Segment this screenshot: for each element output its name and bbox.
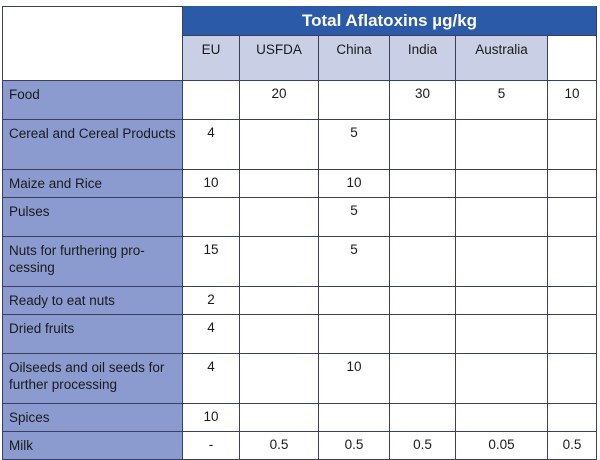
- table-cell: [239, 236, 319, 287]
- table-cell: 4: [182, 314, 240, 354]
- table-cell: [455, 169, 548, 198]
- table-row: Maize and Rice 10 10: [2, 169, 598, 198]
- table-row: Dried fruits 4: [2, 314, 598, 354]
- table-cell: [389, 236, 456, 287]
- table-cell: [318, 80, 390, 120]
- table-cell: [546, 119, 598, 170]
- table-cell: [389, 169, 456, 198]
- table-row: Nuts for furthering pro-cessing 15 5: [2, 236, 598, 287]
- row-label: Pulses: [2, 197, 183, 237]
- table-cell: -: [182, 431, 240, 460]
- table-cell: [546, 286, 598, 315]
- table-cell: [239, 169, 319, 198]
- column-header-eu: EU: [182, 35, 240, 81]
- table-cell: 30: [389, 80, 456, 120]
- row-label: Food: [2, 80, 183, 120]
- table-cell: 10: [318, 353, 390, 404]
- table-cell: [318, 403, 390, 432]
- table-row: Pulses 5: [2, 197, 598, 237]
- table-row: Cereal and Cereal Products 4 5: [2, 119, 598, 170]
- table-cell: 15: [182, 236, 240, 287]
- table-cell: [455, 119, 548, 170]
- aflatoxin-limits-table: Total Aflatoxins µg/kg EU USFDA China In…: [2, 6, 598, 460]
- table-cell: [239, 197, 319, 237]
- table-cell: [546, 353, 598, 404]
- corner-cell: [2, 6, 183, 81]
- row-label: Maize and Rice: [2, 169, 183, 198]
- table-cell: 4: [182, 119, 240, 170]
- table-cell: [389, 119, 456, 170]
- column-header-china: China: [318, 35, 390, 81]
- table-cell: 0.5: [546, 431, 598, 460]
- table-cell: [389, 197, 456, 237]
- table-row: Milk - 0.5 0.5 0.5 0.05 0.5: [2, 431, 598, 460]
- table-cell: [455, 236, 548, 287]
- column-header-row: EU USFDA China India Australia: [3, 35, 598, 81]
- table-cell: [239, 286, 319, 315]
- table-cell: [239, 353, 319, 404]
- table-cell: 0.05: [455, 431, 548, 460]
- table-cell: [239, 403, 319, 432]
- table-cell: [455, 197, 548, 237]
- table-cell: 5: [318, 236, 390, 287]
- table-cell: [182, 197, 240, 237]
- row-label: Oilseeds and oil seeds for further proce…: [2, 353, 183, 404]
- table-cell: 5: [318, 197, 390, 237]
- table-cell: [239, 314, 319, 354]
- row-label: Ready to eat nuts: [2, 286, 183, 315]
- table-cell: 20: [239, 80, 319, 120]
- table-row: Spices 10: [2, 403, 598, 432]
- table-cell: [389, 314, 456, 354]
- table-cell: 5: [455, 80, 548, 120]
- table-cell: [318, 314, 390, 354]
- table-row: Food 20 30 5 10: [2, 80, 598, 120]
- table-cell: [455, 314, 548, 354]
- table-cell: 2: [182, 286, 240, 315]
- table-cell: 4: [182, 353, 240, 404]
- column-header-australia: Australia: [455, 35, 548, 81]
- row-label: Milk: [2, 431, 183, 460]
- table-cell: [389, 403, 456, 432]
- aflatoxin-table-container: Total Aflatoxins µg/kg EU USFDA China In…: [2, 6, 598, 460]
- column-header-usfda: USFDA: [239, 35, 319, 81]
- row-label: Dried fruits: [2, 314, 183, 354]
- table-cell: 0.5: [389, 431, 456, 460]
- table-cell: 10: [182, 403, 240, 432]
- row-label: Cereal and Cereal Products: [2, 119, 183, 170]
- table-cell: 10: [318, 169, 390, 198]
- table-cell: 0.5: [318, 431, 390, 460]
- table-cell: [546, 169, 598, 198]
- table-row: Oilseeds and oil seeds for further proce…: [2, 353, 598, 404]
- row-label: Nuts for furthering pro-cessing: [2, 236, 183, 287]
- table-cell: 10: [546, 80, 598, 120]
- table-cell: [455, 353, 548, 404]
- table-cell: [318, 286, 390, 315]
- table-title: Total Aflatoxins µg/kg: [181, 6, 598, 36]
- table-cell: 0.5: [239, 431, 319, 460]
- row-label: Spices: [2, 403, 183, 432]
- table-cell: [389, 286, 456, 315]
- title-row: Total Aflatoxins µg/kg: [2, 6, 598, 81]
- table-cell: [389, 353, 456, 404]
- table-cell: [455, 403, 548, 432]
- table-cell: 10: [182, 169, 240, 198]
- table-cell: [546, 197, 598, 237]
- table-cell: [546, 236, 598, 287]
- table-cell: [455, 286, 548, 315]
- column-header-india: India: [389, 35, 456, 81]
- table-row: Ready to eat nuts 2: [2, 286, 598, 315]
- table-cell: [546, 403, 598, 432]
- column-header-blank: [546, 35, 598, 81]
- table-cell: [182, 80, 240, 120]
- table-cell: [239, 119, 319, 170]
- table-cell: 5: [318, 119, 390, 170]
- table-cell: [546, 314, 598, 354]
